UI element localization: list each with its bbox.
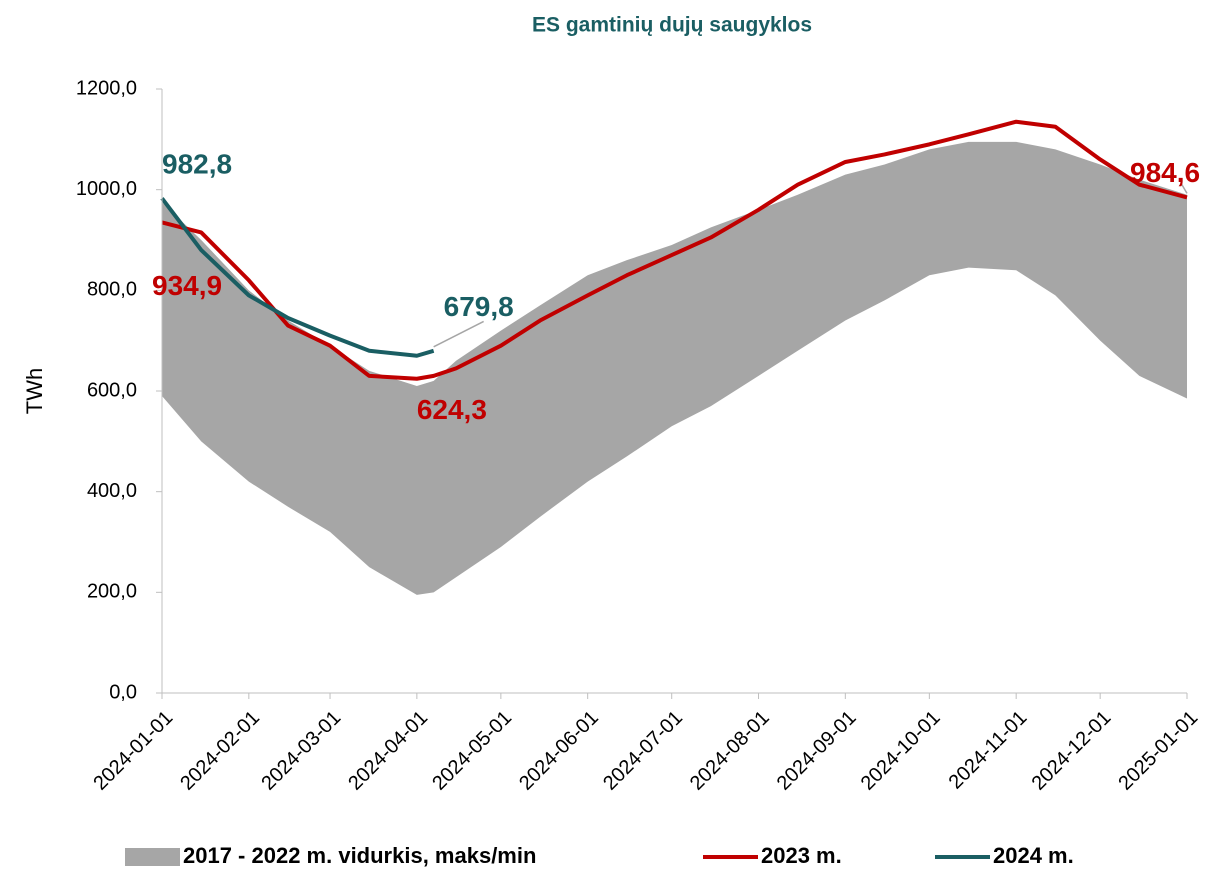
x-tick-label: 2024-12-01 (1028, 707, 1116, 795)
x-tick-label: 2024-05-01 (428, 707, 516, 795)
x-tick-label: 2024-08-01 (686, 707, 774, 795)
x-tick-label: 2024-11-01 (945, 707, 1032, 794)
line (161, 119, 1188, 381)
legend-label: 2023 m. (761, 843, 842, 868)
leader-line (433, 320, 484, 348)
y-tick-label: 800,0 (87, 279, 137, 301)
legend-label: 2024 m. (993, 843, 1074, 868)
x-tick-label: 2025-01-01 (1114, 707, 1202, 795)
data-label: 624,3 (417, 394, 487, 425)
leader-line (1180, 183, 1188, 194)
x-tick-label: 2024-01-01 (89, 707, 177, 795)
x-tick-label: 2024-09-01 (773, 707, 861, 795)
line (160, 197, 435, 358)
data-label: 984,6 (1130, 157, 1200, 188)
x-tick-label: 2024-04-01 (344, 707, 432, 795)
data-label: 934,9 (152, 270, 222, 301)
y-tick-label: 1200,0 (76, 77, 137, 99)
data-label: 982,8 (162, 149, 232, 180)
y-tick-label: 600,0 (87, 379, 137, 401)
legend-swatch (125, 848, 180, 866)
x-tick-label: 2024-02-01 (176, 707, 264, 795)
x-tick-label: 2024-03-01 (257, 707, 345, 795)
x-tick-label: 2024-06-01 (515, 707, 603, 795)
legend-label: 2017 - 2022 m. vidurkis, maks/min (183, 843, 536, 868)
y-tick-label: 400,0 (87, 480, 137, 502)
data-label: 679,8 (444, 291, 514, 322)
x-tick-label: 2024-10-01 (857, 707, 945, 795)
x-tick-label: 2024-07-01 (599, 707, 687, 795)
y-axis-label: TWh (22, 368, 47, 414)
y-tick-label: 0,0 (109, 681, 137, 703)
chart-title: ES gamtinių dujų saugyklos (532, 14, 812, 37)
band-area (162, 141, 1187, 595)
y-tick-label: 1000,0 (76, 178, 137, 200)
y-tick-label: 200,0 (87, 581, 137, 603)
